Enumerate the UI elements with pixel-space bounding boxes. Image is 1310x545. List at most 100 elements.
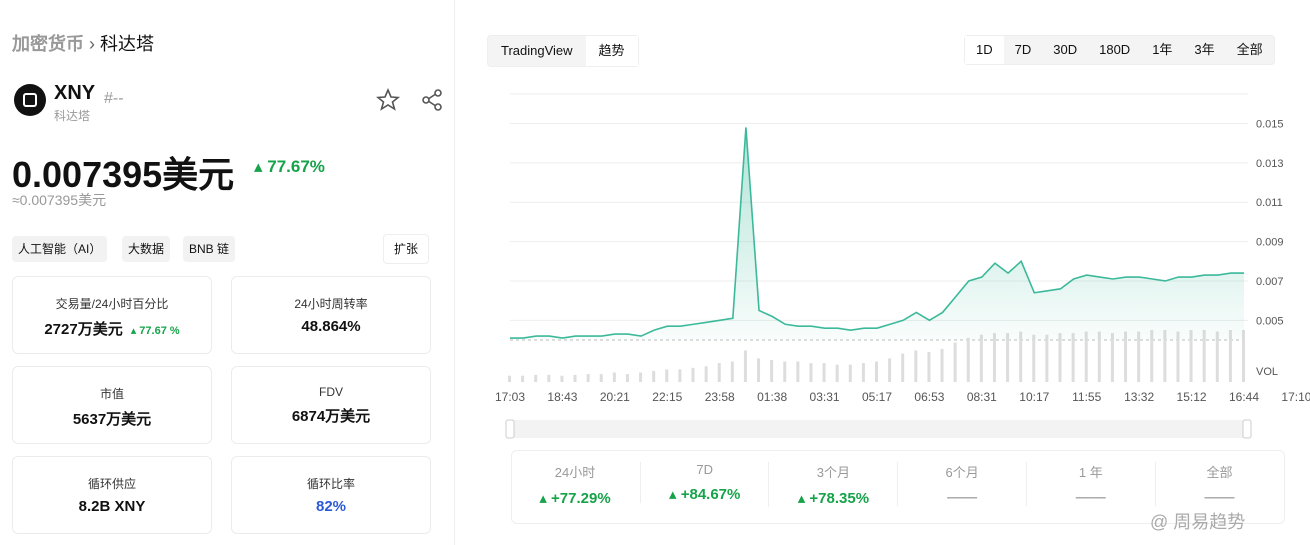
- scroll-handle-right: [1242, 419, 1252, 439]
- range-selector: 1D 7D 30D 180D 1年 3年 全部: [964, 35, 1275, 65]
- x-tick-label: 17:10: [1281, 390, 1310, 404]
- volume-bar: [625, 374, 629, 382]
- range-option[interactable]: 7D: [1014, 42, 1032, 57]
- volume-bar: [783, 361, 787, 382]
- volume-bar: [1084, 331, 1088, 382]
- stat-value: 6874万美元: [232, 405, 430, 426]
- y-tick-label: 0.011: [1256, 197, 1283, 209]
- volume-bar: [1124, 331, 1128, 382]
- stat-card: 交易量/24小时百分比 2727万美元 ▴ 77.67 %: [12, 276, 212, 354]
- expand-button[interactable]: 扩张: [383, 234, 429, 264]
- volume-bar: [573, 374, 577, 382]
- x-tick-label: 18:43: [547, 390, 577, 404]
- stat-value-text: 48.864%: [301, 318, 361, 335]
- volume-bar: [639, 372, 643, 382]
- volume-bar: [770, 359, 774, 382]
- volume-bar: [678, 369, 682, 382]
- volume-bar: [612, 372, 616, 382]
- range-option[interactable]: 全部: [1236, 42, 1263, 57]
- x-tick-label: 01:38: [757, 390, 787, 404]
- performance-change: ——: [1156, 489, 1284, 506]
- tab[interactable]: 趋势: [585, 36, 638, 66]
- x-tick-label: 16:44: [1229, 390, 1259, 404]
- tag[interactable]: 大数据: [122, 236, 171, 262]
- volume-bar: [1019, 331, 1023, 382]
- performance-period: 全部: [1206, 465, 1233, 480]
- breadcrumb-parent[interactable]: 加密货币: [12, 34, 84, 54]
- stat-card: 24小时周转率 48.864%: [231, 276, 431, 354]
- performance-period: 3个月: [816, 465, 850, 480]
- watermark: @ 周易趋势: [1150, 512, 1246, 532]
- range-option[interactable]: 1D: [965, 36, 1004, 64]
- x-tick-label: 20:21: [600, 390, 630, 404]
- performance-change: ——: [898, 489, 1026, 506]
- favorite-icon[interactable]: [376, 88, 401, 111]
- range-option[interactable]: 1年: [1152, 42, 1173, 57]
- volume-bar: [691, 367, 695, 382]
- performance-cell: 7D ▴ +84.67%: [639, 462, 769, 503]
- stat-value-text: 8.2B XNY: [78, 498, 146, 515]
- performance-change: ▴ +84.67%: [669, 486, 741, 503]
- divider: [454, 0, 455, 545]
- x-tick-label: 11:55: [1072, 390, 1101, 404]
- x-tick-label: 10:17: [1019, 390, 1049, 404]
- stat-card: 循环供应 8.2B XNY: [12, 456, 212, 534]
- volume-bar: [1058, 333, 1062, 382]
- x-tick-label: 08:31: [967, 390, 997, 404]
- volume-bar: [1215, 331, 1219, 382]
- volume-bar: [1071, 333, 1075, 382]
- x-tick-label: 15:12: [1177, 390, 1207, 404]
- volume-bar: [835, 364, 839, 382]
- scrollbar: [510, 420, 1248, 438]
- volume-bar: [875, 361, 878, 382]
- performance-change-value: ——: [947, 489, 978, 506]
- price: 0.007395美元: [12, 154, 235, 195]
- volume-bar: [743, 350, 747, 382]
- performance-cell: 24小时 ▴ +77.29%: [511, 462, 639, 507]
- x-tick-label: 22:15: [652, 390, 682, 404]
- stat-change: ▴ 77.67 %: [130, 325, 180, 337]
- stat-value: 48.864%: [232, 318, 430, 335]
- range-option[interactable]: 180D: [1099, 42, 1131, 57]
- price-approx: ≈0.007395美元: [12, 192, 107, 208]
- range-option[interactable]: 3年: [1194, 42, 1215, 57]
- x-tick-label: 17:03: [495, 390, 525, 404]
- stat-value: 5637万美元: [13, 408, 211, 429]
- volume-bar: [508, 375, 511, 382]
- volume-bar: [901, 353, 905, 382]
- volume-bar: [796, 361, 800, 382]
- performance-change-value: +84.67%: [680, 486, 741, 503]
- performance-period: 6个月: [945, 465, 979, 480]
- performance-change-value: ——: [1204, 489, 1235, 506]
- volume-label: VOL: [1256, 366, 1278, 378]
- performance-cell: 3个月 ▴ +78.35%: [768, 462, 897, 507]
- stat-label: 循环比率: [306, 477, 355, 491]
- volume-bar: [1006, 333, 1010, 382]
- volume-bar: [1097, 331, 1101, 382]
- volume-bar: [1110, 333, 1114, 382]
- performance-change: ——: [1027, 489, 1155, 506]
- tag[interactable]: 人工智能（AI）: [12, 236, 108, 262]
- performance-period: 7D: [696, 462, 713, 477]
- performance-change-value: +77.29%: [551, 490, 611, 507]
- volume-bar: [1032, 334, 1036, 382]
- performance-cell: 1 年 ——: [1025, 462, 1155, 506]
- y-tick-label: 0.015: [1256, 119, 1284, 131]
- performance-change-value: +78.35%: [809, 490, 870, 507]
- tab[interactable]: TradingView: [501, 43, 573, 58]
- performance-cell: 6个月 ——: [897, 462, 1026, 506]
- volume-bar: [1242, 330, 1245, 382]
- tag[interactable]: BNB 链: [183, 236, 236, 262]
- y-tick-label: 0.005: [1256, 315, 1284, 327]
- range-option[interactable]: 30D: [1053, 42, 1078, 57]
- volume-bar: [665, 369, 669, 382]
- stat-value: 8.2B XNY: [13, 498, 211, 515]
- volume-bar: [861, 363, 865, 382]
- share-icon[interactable]: [422, 89, 442, 111]
- volume-bar: [1176, 331, 1180, 382]
- stat-card: 市值 5637万美元: [12, 366, 212, 444]
- volume-bar: [953, 342, 957, 382]
- volume-bar: [599, 374, 603, 382]
- area: [510, 127, 1244, 341]
